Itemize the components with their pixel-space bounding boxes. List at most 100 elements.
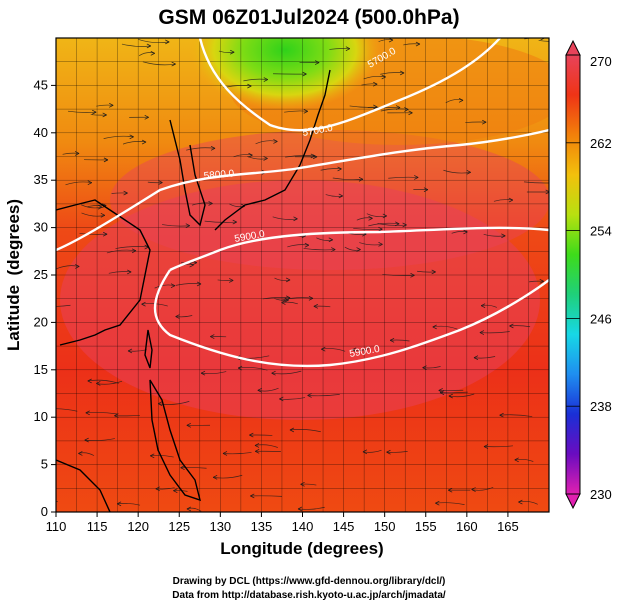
streamline <box>80 204 103 209</box>
grid <box>56 38 549 512</box>
x-tick-label: 140 <box>292 519 314 534</box>
streamline-arrow <box>303 108 308 114</box>
streamline-arrow <box>116 501 122 507</box>
y-tick-label: 0 <box>41 504 48 519</box>
streamline-arrow <box>257 388 262 393</box>
streamline-arrow <box>483 444 489 449</box>
streamline-arrow <box>307 393 312 398</box>
streamline-arrow <box>509 323 514 329</box>
streamline <box>154 284 176 289</box>
streamline-arrow <box>422 365 427 370</box>
streamline-arrow <box>471 487 476 492</box>
japan-coast <box>214 69 331 231</box>
streamline <box>274 277 291 281</box>
streamline-arrow <box>458 97 464 103</box>
x-tick-label: 125 <box>168 519 190 534</box>
streamline <box>111 192 128 194</box>
streamline-arrow <box>210 146 216 151</box>
streamline-arrow <box>423 187 429 192</box>
streamline-arrow <box>248 152 253 158</box>
colorbar-bottom-arrow <box>565 493 581 510</box>
streamline-arrow <box>129 134 134 140</box>
streamline <box>257 387 279 392</box>
streamline <box>117 503 141 506</box>
streamline-arrow <box>551 39 555 43</box>
streamline-arrow <box>473 355 479 361</box>
streamline-arrow <box>501 233 506 239</box>
streamline <box>289 429 321 433</box>
streamline-arrow <box>373 81 378 87</box>
streamline-arrow <box>146 43 152 49</box>
streamline <box>352 348 371 351</box>
streamline-arrow <box>382 213 387 219</box>
streamline <box>106 249 137 254</box>
streamline-arrow <box>358 176 364 182</box>
streamline-arrow <box>479 330 485 335</box>
streamline <box>150 454 174 458</box>
streamline <box>155 487 175 490</box>
streamline <box>56 408 78 412</box>
streamline <box>56 501 58 503</box>
streamline <box>180 467 207 469</box>
streamline <box>538 40 549 42</box>
warm-core-south <box>60 180 540 420</box>
streamline <box>483 445 513 448</box>
y-tick-label: 10 <box>34 409 48 424</box>
x-axis-title: Longitude (degrees) <box>220 539 383 558</box>
streamline-arrow <box>389 337 395 343</box>
streamline-arrow <box>431 269 436 275</box>
streamline-arrow <box>399 70 405 76</box>
streamline-arrow <box>279 396 284 402</box>
streamline <box>473 356 496 359</box>
streamline <box>279 397 306 400</box>
streamline-arrow <box>157 401 163 407</box>
streamline <box>380 72 405 75</box>
streamline-arrow <box>222 451 228 456</box>
streamline <box>332 177 364 181</box>
streamline-arrow <box>308 295 314 301</box>
china-coast <box>56 199 151 346</box>
streamline-arrow <box>518 499 523 505</box>
streamline <box>96 380 123 385</box>
streamline <box>316 237 333 241</box>
streamline-arrow <box>395 221 400 227</box>
streamline <box>103 135 134 139</box>
streamline <box>329 48 350 50</box>
contour-5800 <box>56 128 549 252</box>
streamline <box>280 297 313 301</box>
streamline <box>108 271 132 274</box>
streamline-arrow <box>314 60 320 65</box>
streamline <box>514 458 534 462</box>
streamline-arrow <box>200 370 206 376</box>
streamline <box>192 202 213 206</box>
streamline-arrow <box>255 449 260 454</box>
streamline <box>366 213 387 218</box>
streamline-arrow <box>229 278 234 283</box>
streamline <box>285 155 315 158</box>
x-tick-label: 110 <box>46 519 67 534</box>
streamline-arrow <box>144 114 149 120</box>
streamline-arrow <box>439 390 445 395</box>
y-tick-label: 25 <box>34 267 48 282</box>
streamline-arrow <box>289 427 295 433</box>
streamline-arrow <box>85 410 90 416</box>
streamline-arrow <box>92 109 97 115</box>
streamline <box>388 176 419 179</box>
streamline <box>254 444 278 448</box>
streamline-arrow <box>351 347 357 353</box>
streamline <box>115 246 149 249</box>
streamline <box>325 194 343 197</box>
y-tick-label: 15 <box>34 362 48 377</box>
x-tick-label: 115 <box>87 519 108 534</box>
streamline <box>443 169 471 174</box>
streamline <box>65 181 92 186</box>
streamline-arrow <box>395 105 401 110</box>
streamline-arrow <box>415 41 421 47</box>
streamline <box>138 39 170 44</box>
streamline <box>175 283 202 286</box>
streamline-arrow <box>158 180 163 185</box>
streamline <box>300 483 317 486</box>
streamline <box>509 325 531 328</box>
streamline-arrow <box>539 278 544 284</box>
colorbar-top-arrow <box>565 39 581 56</box>
